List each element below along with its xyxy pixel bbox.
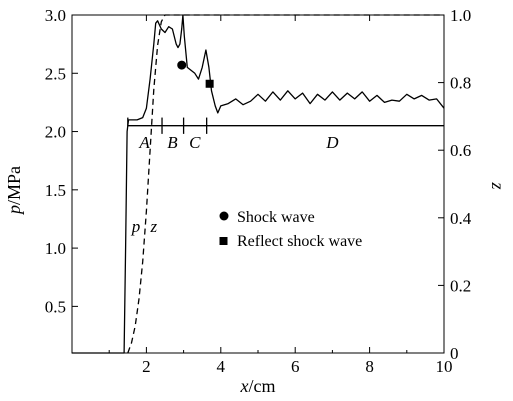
region-label-C: C: [189, 133, 201, 152]
series-group: [72, 14, 445, 354]
x-tick-label: 8: [365, 357, 374, 376]
legend-label-shock-wave: Shock wave: [237, 209, 315, 226]
x-tick-label: 2: [142, 357, 151, 376]
marker-shock-wave: [177, 60, 187, 70]
plot-frame: [71, 14, 445, 354]
y-right-axis-title: z: [488, 181, 508, 189]
y-right-tick-label: 1.0: [450, 6, 471, 25]
y-left-tick-label: 1.0: [45, 239, 66, 258]
region-label-D: D: [325, 133, 339, 152]
curve-label-p: p: [131, 217, 141, 236]
annotations-group: A B C Dp z: [127, 60, 339, 236]
region-label-A: A: [138, 133, 150, 152]
y-right-tick-label: 0.8: [450, 74, 471, 93]
legend-circle-marker: [219, 211, 229, 221]
legend: Shock wave Reflect shock wave: [219, 209, 362, 250]
x-tick-label: 4: [217, 357, 226, 376]
y-left-tick-label: 2.0: [45, 123, 66, 142]
curve-label-z: z: [150, 217, 158, 236]
y-right-axis-ticks: 0 0.2 0.4 0.6 0.8 1.0: [438, 6, 472, 363]
x-axis-ticks: 2 4 6 8 10: [108, 15, 453, 376]
y-left-axis-title: p/MPa: [4, 166, 24, 216]
y-right-tick-label: 0.4: [450, 209, 472, 228]
x-tick-label: 6: [291, 357, 300, 376]
series-line-z: [127, 14, 444, 354]
series-line-p: [72, 14, 445, 354]
marker-reflect-shock-wave: [205, 79, 214, 88]
region-label-B: B: [167, 133, 178, 152]
legend-square-marker: [219, 237, 228, 245]
x-tick-label: 10: [436, 357, 453, 376]
y-right-tick-label: 0.2: [450, 276, 471, 295]
y-left-tick-label: 2.5: [45, 64, 66, 83]
x-axis-title: x/cm: [240, 376, 276, 396]
y-right-tick-label: 0: [450, 344, 459, 363]
y-left-tick-label: 0.5: [45, 297, 66, 316]
y-left-tick-label: 1.5: [45, 181, 66, 200]
y-left-tick-label: 3.0: [45, 6, 66, 25]
y-left-axis-ticks: 0.5 1.0 1.5 2.0 2.5 3.0: [45, 6, 78, 316]
legend-label-reflect-shock-wave: Reflect shock wave: [237, 233, 362, 250]
y-right-tick-label: 0.6: [450, 141, 471, 160]
